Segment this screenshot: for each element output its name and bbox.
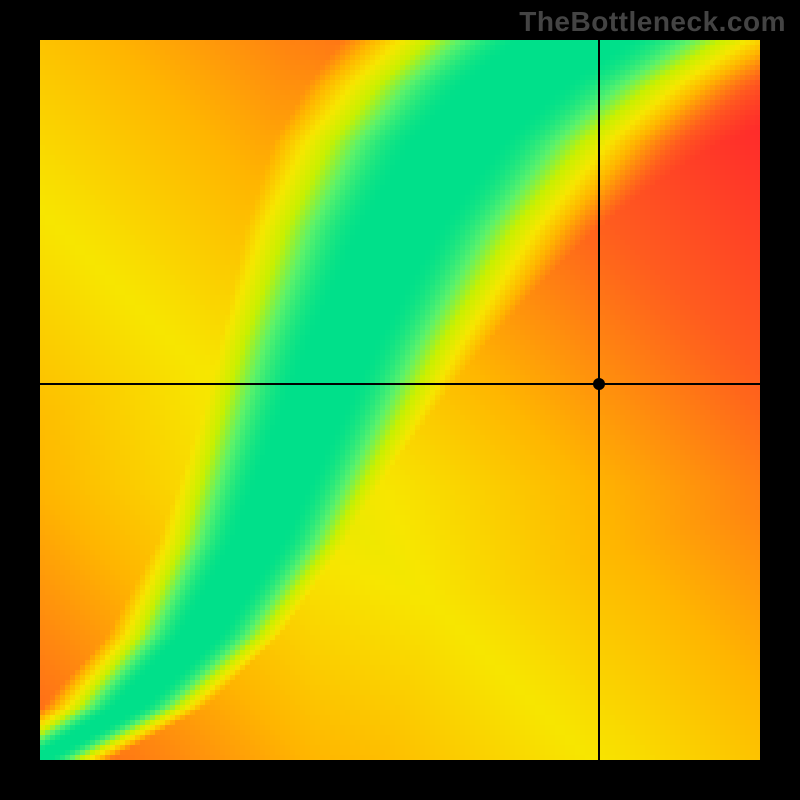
crosshair-marker <box>593 378 605 390</box>
crosshair-horizontal-line <box>40 383 760 385</box>
chart-container: { "watermark": { "text": "TheBottleneck.… <box>0 0 800 800</box>
crosshair-vertical-line <box>598 40 600 760</box>
watermark: TheBottleneck.com <box>519 6 786 38</box>
bottleneck-heatmap <box>40 40 760 760</box>
